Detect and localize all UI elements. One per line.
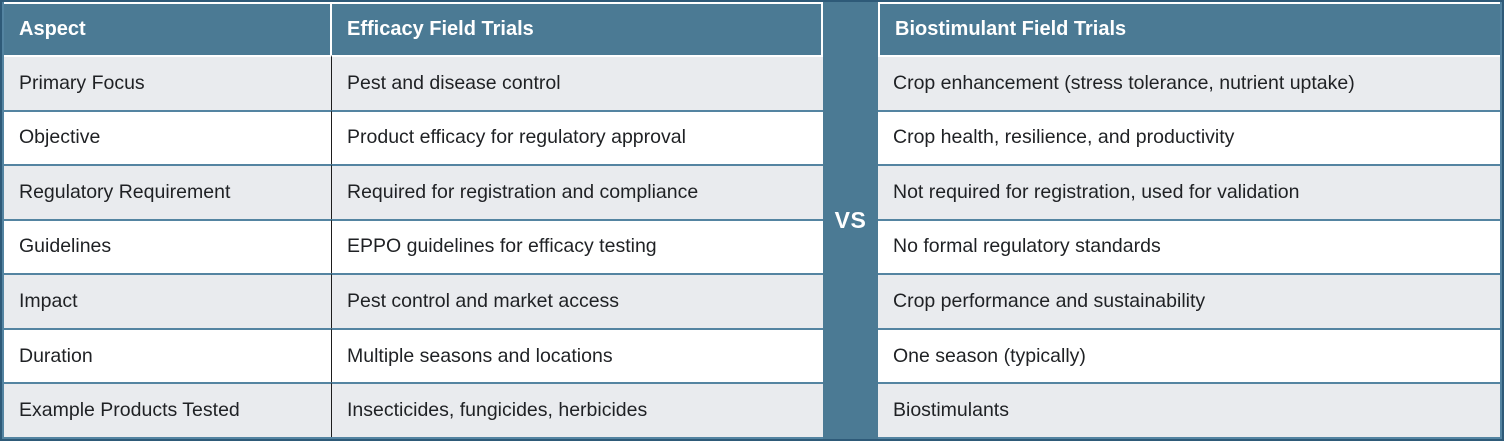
efficacy-cell: Pest control and market access [332, 273, 823, 328]
efficacy-column-header: Efficacy Field Trials [332, 2, 823, 55]
efficacy-table: Aspect Efficacy Field Trials Primary Foc… [2, 2, 823, 439]
vs-divider: VS [823, 2, 878, 439]
efficacy-cell: Insecticides, fungicides, herbicides [332, 382, 823, 437]
biostimulant-cell: Crop performance and sustainability [878, 273, 1500, 328]
aspect-cell: Objective [4, 109, 332, 165]
biostimulant-column-header: Biostimulant Field Trials [878, 2, 1500, 55]
biostimulant-cell: Crop enhancement (stress tolerance, nutr… [878, 55, 1500, 110]
aspect-cell: Impact [4, 273, 332, 328]
biostimulant-cell: Crop health, resilience, and productivit… [878, 109, 1500, 165]
efficacy-cell: Product efficacy for regulatory approval [332, 109, 823, 165]
efficacy-cell: Pest and disease control [332, 55, 823, 110]
aspect-column-header: Aspect [4, 2, 332, 55]
biostimulant-cell: One season (typically) [878, 327, 1500, 383]
aspect-cell: Regulatory Requirement [4, 164, 332, 219]
efficacy-cell: EPPO guidelines for efficacy testing [332, 218, 823, 274]
aspect-cell: Guidelines [4, 218, 332, 274]
efficacy-cell: Multiple seasons and locations [332, 327, 823, 383]
biostimulant-table: Biostimulant Field Trials Crop enhanceme… [878, 2, 1502, 439]
biostimulant-cell: No formal regulatory standards [878, 218, 1500, 274]
aspect-cell: Primary Focus [4, 55, 332, 110]
aspect-cell: Example Products Tested [4, 382, 332, 437]
biostimulant-cell: Biostimulants [878, 382, 1500, 437]
vs-label: VS [834, 207, 867, 233]
biostimulant-cell: Not required for registration, used for … [878, 164, 1500, 219]
aspect-cell: Duration [4, 327, 332, 383]
efficacy-cell: Required for registration and compliance [332, 164, 823, 219]
